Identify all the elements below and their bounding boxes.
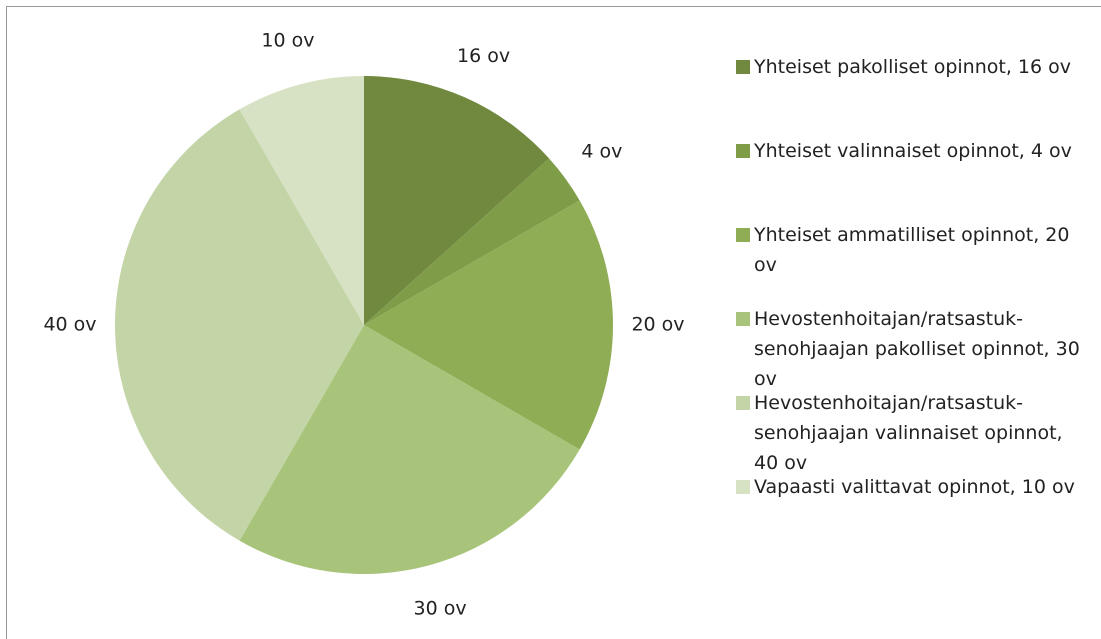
data-label: 10 ov	[261, 30, 314, 52]
data-label: 30 ov	[414, 597, 467, 619]
legend-swatch	[736, 60, 750, 74]
legend-label: Hevostenhoitajan/ratsastuk­senohjaajan p…	[754, 308, 1080, 390]
legend-item: Yhteiset ammatilliset opinnot, 20 ov	[736, 220, 1091, 304]
pie-slice	[364, 158, 580, 325]
data-label: 4 ov	[581, 141, 622, 163]
legend-item: Hevostenhoitajan/ratsastuk­senohjaajan p…	[736, 304, 1091, 390]
legend-swatch	[736, 228, 750, 242]
data-label: 16 ov	[457, 45, 510, 67]
legend-swatch	[736, 396, 750, 410]
pie-slice	[239, 76, 364, 325]
legend-label: Yhteiset pakolliset opinnot, 16 ov	[754, 56, 1071, 78]
legend: Yhteiset pakolliset opinnot, 16 ov Yhteis…	[736, 52, 1091, 556]
legend-item: Hevostenhoitajan/ratsastuk­senohjaajan v…	[736, 388, 1091, 474]
frame	[6, 6, 1101, 639]
pie-slice	[239, 325, 580, 574]
data-label: 20 ov	[631, 314, 684, 336]
data-label: 40 ov	[43, 314, 96, 336]
legend-label: Yhteiset valinnaiset opinnot, 4 ov	[754, 140, 1072, 162]
legend-item: Yhteiset valinnaiset opinnot, 4 ov	[736, 136, 1091, 220]
legend-label: Vapaasti valittavat opinnot, 10 ov	[754, 476, 1075, 498]
legend-swatch	[736, 144, 750, 158]
legend-item: Vapaasti valittavat opinnot, 10 ov	[736, 472, 1091, 556]
pie-slice	[364, 200, 613, 450]
legend-label: Hevostenhoitajan/ratsastuk­senohjaajan v…	[754, 392, 1063, 474]
pie-slice	[364, 76, 550, 325]
legend-item: Yhteiset pakolliset opinnot, 16 ov	[736, 52, 1091, 136]
legend-swatch	[736, 312, 750, 326]
legend-swatch	[736, 480, 750, 494]
legend-label: Yhteiset ammatilliset opinnot, 20 ov	[754, 224, 1070, 276]
